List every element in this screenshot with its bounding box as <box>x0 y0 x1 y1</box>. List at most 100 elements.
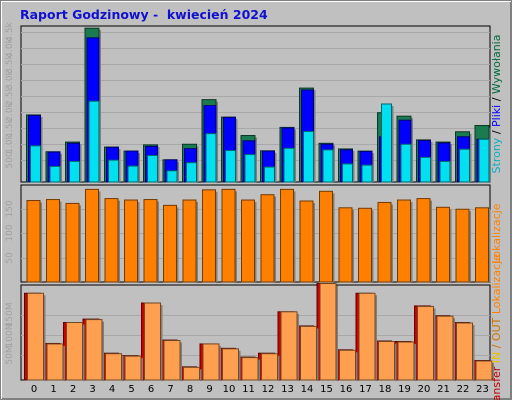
bar-out <box>66 322 83 381</box>
side-legend-part: Strony <box>490 137 503 173</box>
y-tick-label: 1.5k <box>5 117 15 137</box>
bar-out <box>378 341 395 381</box>
x-tick-label: 22 <box>457 384 470 395</box>
bar-strony <box>108 159 119 183</box>
y-tick-label: 500 <box>5 151 15 168</box>
bar-out <box>183 366 200 381</box>
bar-out <box>475 360 493 381</box>
bar-out <box>124 355 142 381</box>
y-tick-label: 4.0k <box>5 37 15 57</box>
y-tick-label: 2.0k <box>5 101 15 121</box>
series-lokalizacje <box>26 188 491 283</box>
side-legend-label: Lokalizacje <box>490 203 503 263</box>
side-legend-part: Transfer <box>490 366 503 400</box>
bar-out <box>46 343 64 381</box>
bar-strony <box>342 163 353 183</box>
bar-lokalizacje <box>46 199 60 283</box>
bar-lokalizacje <box>65 202 80 283</box>
y-tick-label: 3.5k <box>5 53 15 73</box>
bar-out <box>85 319 103 381</box>
bar-lokalizacje <box>338 207 353 283</box>
y-tick-label: 1.0k <box>5 133 15 153</box>
bar-strony <box>420 156 431 183</box>
bar-lokalizacje <box>163 204 177 283</box>
bar-out <box>163 340 181 381</box>
bar-strony <box>30 145 41 183</box>
y-tick-label: 2.5k <box>5 85 15 105</box>
bar-strony <box>322 149 334 183</box>
bar-lokalizacje <box>221 188 236 283</box>
bar-lokalizacje <box>260 194 275 283</box>
bar-strony <box>459 148 470 183</box>
page-title: Raport Godzinowy - kwiecień 2024 <box>20 7 268 22</box>
bar-strony <box>400 143 412 183</box>
bar-out <box>202 343 220 381</box>
bar-lokalizacje <box>377 201 392 283</box>
bar-lokalizacje <box>182 199 197 283</box>
chart-panel-locations: 50 100 150 Lokalizacje <box>5 184 503 283</box>
x-tick-label: 7 <box>167 384 173 395</box>
bar-out <box>300 325 317 381</box>
x-tick-label: 15 <box>320 384 333 395</box>
bar-strony <box>478 138 490 183</box>
x-tick-label: 11 <box>242 384 255 395</box>
y-tick-label: 50 <box>5 252 15 264</box>
bar-lokalizacje <box>124 199 138 283</box>
x-tick-label: 12 <box>262 384 275 395</box>
bar-strony <box>283 147 295 183</box>
x-tick-label: 20 <box>418 384 431 395</box>
bar-out <box>261 353 278 381</box>
bar-lokalizacje <box>319 190 333 283</box>
bar-out <box>105 353 122 381</box>
y-tick-label: 150 <box>5 200 15 217</box>
x-tick-label: 16 <box>340 384 353 395</box>
bar-lokalizacje <box>358 207 372 283</box>
x-tick-label: 2 <box>70 384 76 395</box>
bar-lokalizacje <box>436 206 450 283</box>
bar-strony <box>361 164 373 183</box>
x-tick-label: 8 <box>187 384 193 395</box>
bar-lokalizacje <box>143 199 158 283</box>
bar-out <box>144 302 161 381</box>
bar-out <box>436 315 454 381</box>
side-legend-part: Wywołania <box>490 35 503 95</box>
bar-strony <box>205 133 217 183</box>
series-strony <box>30 100 491 183</box>
bar-lokalizacje <box>416 198 431 283</box>
side-legend-part: / <box>490 127 503 138</box>
bar-strony <box>439 160 451 183</box>
x-tick-label: 0 <box>31 384 37 395</box>
y-tick-label: 50M <box>5 345 15 364</box>
x-tick-label: 1 <box>50 384 56 395</box>
side-legend-part: IN <box>490 348 503 366</box>
x-tick-label: 17 <box>359 384 372 395</box>
bar-lokalizacje <box>85 188 99 283</box>
x-tick-label: 5 <box>128 384 134 395</box>
bar-out <box>27 292 44 381</box>
bar-lokalizacje <box>26 200 41 283</box>
bar-out <box>319 283 337 381</box>
bar-strony <box>49 165 61 183</box>
bar-strony <box>127 165 139 183</box>
y-tick-label: 100M <box>5 323 15 348</box>
y-tick-label: 100 <box>5 224 15 241</box>
bar-lokalizacje <box>241 199 255 283</box>
bar-strony <box>381 103 392 183</box>
bar-lokalizacje <box>202 189 216 283</box>
bar-out <box>280 311 298 381</box>
y-tick-label: 4.5k <box>5 21 15 41</box>
bar-strony <box>303 130 314 183</box>
side-legend-part: Lokalizacje <box>490 254 503 314</box>
bar-out <box>222 348 239 381</box>
bar-lokalizacje <box>455 208 470 283</box>
x-tick-label: 19 <box>398 384 411 395</box>
bar-lokalizacje <box>397 199 411 283</box>
bar-out <box>456 322 473 381</box>
bar-out <box>339 349 356 381</box>
side-legend-label: Strony / Pliki / Wywołania <box>490 35 503 174</box>
bar-strony <box>166 170 178 183</box>
y-tick-label: 150M <box>5 303 15 328</box>
bar-out <box>358 292 376 381</box>
